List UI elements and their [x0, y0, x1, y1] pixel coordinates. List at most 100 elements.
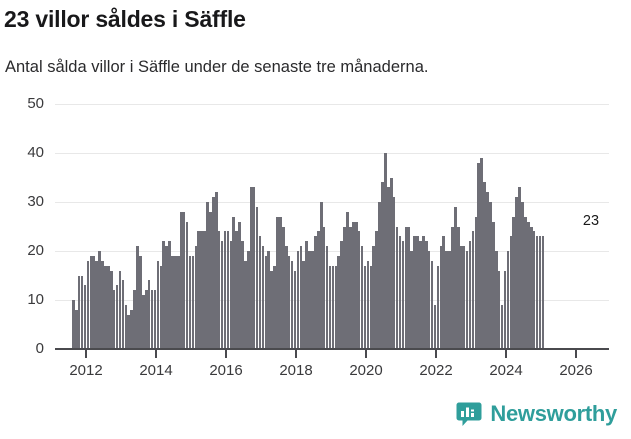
bar[interactable]: [185, 221, 189, 349]
bar[interactable]: [267, 251, 271, 349]
bar[interactable]: [474, 216, 478, 349]
bar[interactable]: [360, 246, 364, 349]
bar[interactable]: [174, 255, 177, 349]
bar[interactable]: [433, 304, 437, 349]
bar[interactable]: [369, 265, 373, 349]
bar[interactable]: [410, 251, 413, 349]
bar[interactable]: [188, 255, 192, 349]
bar[interactable]: [156, 260, 160, 349]
bar[interactable]: [532, 231, 536, 349]
bar[interactable]: [162, 241, 166, 349]
bar[interactable]: [212, 197, 215, 349]
bar[interactable]: [442, 236, 446, 349]
bar[interactable]: [177, 255, 180, 349]
bar[interactable]: [422, 236, 425, 349]
bar[interactable]: [392, 197, 396, 349]
bar[interactable]: [194, 246, 198, 349]
bar[interactable]: [448, 251, 451, 349]
bar[interactable]: [299, 246, 303, 349]
bar[interactable]: [334, 265, 338, 349]
bar[interactable]: [232, 216, 236, 349]
bar[interactable]: [354, 221, 358, 349]
bar[interactable]: [282, 226, 285, 349]
bar[interactable]: [494, 251, 498, 349]
bar[interactable]: [375, 231, 378, 349]
bar[interactable]: [182, 211, 186, 349]
bar[interactable]: [133, 290, 136, 349]
bar[interactable]: [101, 260, 104, 349]
bar[interactable]: [209, 211, 212, 349]
bar[interactable]: [279, 216, 282, 349]
bar[interactable]: [518, 187, 521, 349]
bar[interactable]: [419, 241, 422, 349]
bar[interactable]: [387, 187, 390, 349]
bar[interactable]: [366, 260, 370, 349]
bar[interactable]: [305, 241, 308, 349]
bar[interactable]: [311, 251, 314, 349]
bar[interactable]: [308, 251, 311, 349]
bar[interactable]: [430, 260, 434, 349]
bar[interactable]: [340, 241, 343, 349]
bar[interactable]: [168, 241, 171, 349]
bar[interactable]: [325, 246, 329, 349]
bar[interactable]: [343, 226, 346, 349]
bar[interactable]: [445, 251, 448, 349]
bar[interactable]: [509, 236, 513, 349]
bar[interactable]: [357, 231, 361, 349]
bar[interactable]: [206, 202, 209, 349]
bar[interactable]: [538, 236, 542, 349]
bar[interactable]: [284, 246, 288, 349]
bar[interactable]: [290, 260, 294, 349]
bar[interactable]: [273, 265, 276, 349]
bar[interactable]: [486, 192, 489, 349]
bar[interactable]: [83, 285, 87, 349]
bar[interactable]: [436, 265, 440, 349]
bar[interactable]: [150, 290, 154, 349]
bar[interactable]: [427, 251, 431, 349]
bar[interactable]: [349, 226, 352, 349]
bar[interactable]: [389, 177, 393, 349]
bar[interactable]: [451, 226, 454, 349]
bar[interactable]: [468, 241, 472, 349]
bar[interactable]: [322, 226, 326, 349]
bar[interactable]: [264, 255, 268, 349]
bar[interactable]: [337, 255, 341, 349]
bar[interactable]: [118, 270, 122, 349]
bar[interactable]: [124, 304, 128, 349]
bar[interactable]: [171, 255, 174, 349]
bar[interactable]: [226, 231, 230, 349]
bar[interactable]: [401, 241, 405, 349]
bar[interactable]: [191, 255, 195, 349]
bar[interactable]: [346, 211, 349, 349]
bar[interactable]: [276, 216, 279, 349]
bar[interactable]: [500, 304, 504, 349]
bar[interactable]: [112, 290, 116, 349]
bar[interactable]: [317, 231, 320, 349]
bar[interactable]: [223, 231, 227, 349]
bar[interactable]: [492, 221, 495, 349]
bar[interactable]: [404, 226, 408, 349]
bar[interactable]: [503, 270, 507, 349]
bar[interactable]: [541, 236, 545, 349]
bar[interactable]: [247, 251, 250, 349]
bar[interactable]: [352, 221, 355, 349]
bar[interactable]: [95, 260, 98, 349]
bar[interactable]: [109, 270, 113, 349]
bar[interactable]: [372, 246, 376, 349]
bar[interactable]: [147, 280, 151, 349]
bar[interactable]: [74, 309, 78, 349]
bar[interactable]: [287, 255, 291, 349]
bar[interactable]: [258, 236, 262, 349]
bar[interactable]: [524, 216, 527, 349]
bar[interactable]: [203, 231, 206, 349]
bar[interactable]: [398, 236, 402, 349]
bar[interactable]: [261, 246, 265, 349]
bar[interactable]: [235, 231, 238, 349]
bar[interactable]: [462, 246, 466, 349]
bar[interactable]: [293, 270, 297, 349]
bar[interactable]: [159, 265, 163, 349]
bar[interactable]: [197, 231, 201, 349]
bar[interactable]: [249, 187, 253, 349]
bar[interactable]: [407, 226, 411, 349]
bar[interactable]: [296, 251, 300, 349]
